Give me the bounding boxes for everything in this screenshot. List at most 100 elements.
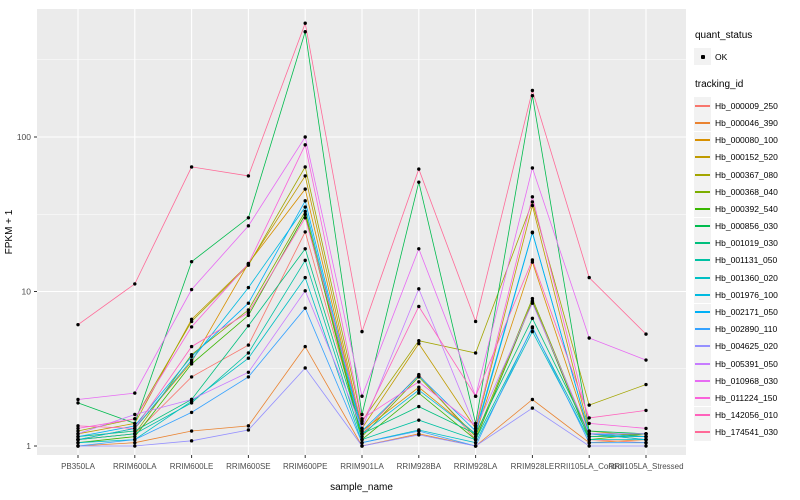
legend-item-label: Hb_002890_110 [715,324,778,335]
data-point [587,421,591,426]
data-point [189,410,194,415]
legend-item-Hb_010968_030[interactable]: Hb_010968_030 [694,372,800,390]
data-point [530,230,535,234]
data-point [303,216,307,220]
legend-tracking-id: tracking_id Hb_000009_250 Hb_000046_390 Hb… [694,79,800,441]
data-point [473,432,478,436]
point-marker-icon [700,54,705,59]
data-point [473,437,478,442]
data-point [360,434,364,439]
data-point [530,406,535,410]
data-point [587,275,591,280]
data-point [189,354,194,359]
legend-item-Hb_001976_100[interactable]: Hb_001976_100 [694,286,800,304]
series-line-swatch [695,225,710,228]
data-point [417,247,421,251]
legend-item-ok[interactable]: OK [694,48,800,66]
series-color-key [694,406,711,424]
data-point [360,329,364,334]
data-point [303,209,307,214]
data-point [303,212,307,217]
data-point [417,167,421,171]
data-point [530,329,535,334]
legend-item-Hb_005391_050[interactable]: Hb_005391_050 [694,355,800,373]
series-line-swatch [695,414,710,417]
series-line-swatch [695,190,710,193]
legend-item-Hb_000046_390[interactable]: Hb_000046_390 [694,114,800,132]
legend-item-Hb_000009_250[interactable]: Hb_000009_250 [694,97,800,115]
legend-item-Hb_002890_110[interactable]: Hb_002890_110 [694,320,800,338]
legend-item-label: Hb_002171_050 [715,307,778,318]
data-point [587,416,591,420]
series-line-swatch [695,431,710,434]
data-point [360,417,364,421]
data-point [473,429,478,433]
data-point [360,441,364,445]
legend-item-Hb_001019_030[interactable]: Hb_001019_030 [694,234,800,252]
data-point [644,434,648,439]
series-line-swatch [695,362,710,365]
data-point [189,287,194,292]
series-color-key [694,131,711,149]
legend-item-label: Hb_005391_050 [715,358,778,369]
data-point [360,421,364,426]
legend-quant-title: quant_status [695,30,753,41]
series-color-key [694,303,711,321]
series-line-swatch [695,311,710,314]
legend-item-Hb_001131_050[interactable]: Hb_001131_050 [694,251,800,269]
data-point [303,165,307,169]
series-line-swatch [695,156,710,159]
series-color-key [694,234,711,252]
data-point [303,306,307,310]
legend-item-Hb_001360_020[interactable]: Hb_001360_020 [694,269,800,287]
legend-item-label: Hb_000368_040 [715,186,778,197]
legend-item-Hb_000080_100[interactable]: Hb_000080_100 [694,131,800,149]
legend-item-Hb_142056_010[interactable]: Hb_142056_010 [694,406,800,424]
legend-item-Hb_000856_030[interactable]: Hb_000856_030 [694,217,800,235]
series-line-swatch [695,259,710,262]
data-point [644,444,648,448]
data-point [303,366,307,370]
legend-item-Hb_000152_520[interactable]: Hb_000152_520 [694,148,800,166]
legend-item-Hb_000392_540[interactable]: Hb_000392_540 [694,200,800,218]
y-tick-label: 10 [22,287,32,297]
series-line-swatch [695,121,710,124]
data-point [587,336,591,340]
series-line-swatch [695,104,710,107]
legend-item-label: Hb_004625_020 [715,341,778,352]
data-point [76,441,80,445]
series-color-key [694,166,711,184]
legend-item-Hb_002171_050[interactable]: Hb_002171_050 [694,303,800,321]
series-color-key [694,251,711,269]
data-point [530,316,535,321]
legend-tracking-title: tracking_id [695,79,744,91]
data-point [76,432,80,436]
legend-item-Hb_011224_150[interactable]: Hb_011224_150 [694,389,800,407]
data-point [417,391,421,395]
series-color-key [694,320,711,338]
ok-point-key [694,48,711,66]
legend-item-label: Hb_001976_100 [715,289,778,300]
data-point [644,332,648,336]
series-line-swatch [695,328,710,331]
legend-item-Hb_174541_030[interactable]: Hb_174541_030 [694,423,800,441]
data-point [360,394,364,398]
data-point [530,296,535,301]
data-point [133,424,137,428]
legend-item-Hb_000368_040[interactable]: Hb_000368_040 [694,183,800,201]
data-point [530,397,535,402]
data-point [530,200,535,204]
data-point [246,428,251,432]
legend-item-Hb_004625_020[interactable]: Hb_004625_020 [694,337,800,355]
data-point [76,437,80,442]
series-line-swatch [695,396,710,399]
series-line-swatch [695,173,710,176]
data-point [303,289,307,293]
series-color-key [694,337,711,355]
data-point [417,380,421,384]
data-point [360,437,364,442]
data-point [246,324,251,328]
legend-item-Hb_000367_080[interactable]: Hb_000367_080 [694,166,800,184]
data-point [133,282,137,286]
data-point [360,429,364,433]
